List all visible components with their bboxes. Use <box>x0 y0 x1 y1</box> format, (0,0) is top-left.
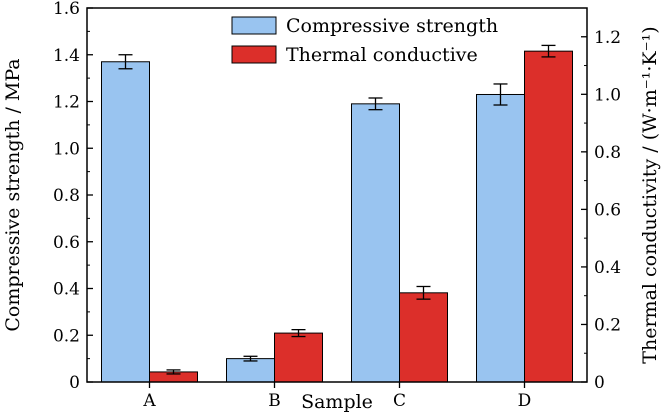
y-left-tick-label-0.4: 0.4 <box>53 280 80 300</box>
bar-thermal-B <box>274 332 323 383</box>
y-right-tick-label-1.0: 1.0 <box>594 85 621 105</box>
bar-compressive-C <box>351 103 400 383</box>
y-right-tick-label-0.8: 0.8 <box>594 143 621 163</box>
y-left-tick-label-1.6: 1.6 <box>53 0 80 19</box>
y-right-tick-label-0.4: 0.4 <box>594 258 621 278</box>
x-tick-label-B: B <box>268 391 281 411</box>
y-right-tick-label-0.6: 0.6 <box>594 200 621 220</box>
bar-thermal-D <box>524 50 573 383</box>
y-right-tick-label-0: 0 <box>594 373 605 393</box>
y-axis-right-label: Thermal conductivity / (W·m⁻¹·K⁻¹) <box>639 26 661 363</box>
bars-layer <box>101 50 573 383</box>
x-tick-label-D: D <box>518 391 532 411</box>
legend: Compressive strength Thermal conductive <box>231 15 498 66</box>
y-right-tick-label-1.2: 1.2 <box>594 28 621 48</box>
x-tick-label-A: A <box>142 391 156 411</box>
y-left-tick-label-0.8: 0.8 <box>53 186 80 206</box>
x-tick-label-C: C <box>393 391 406 411</box>
y-axis-left-label: Compressive strength / MPa <box>2 58 24 331</box>
y-left-tick-label-0.6: 0.6 <box>53 233 80 253</box>
y-left-tick-label-0: 0 <box>69 373 80 393</box>
error-bars-layer <box>118 44 556 375</box>
y-right-tick-label-0.2: 0.2 <box>594 315 621 335</box>
y-left-tick-label-1.2: 1.2 <box>53 93 80 113</box>
bar-thermal-C <box>399 292 448 383</box>
y-left-tick-label-1.4: 1.4 <box>53 46 80 66</box>
bar-compressive-B <box>226 358 275 383</box>
ticks-layer: 0 0.2 0.4 0.6 0.8 1.0 1.2 1.4 1.6 0 0.2 0.4 0.6 0.8 1.… <box>53 0 621 411</box>
y-left-tick-label-0.2: 0.2 <box>53 326 80 346</box>
legend-label-thermal-conductive: Thermal conductive <box>286 44 478 66</box>
x-axis-label: Sample <box>301 391 373 413</box>
legend-swatch-thermal-conductive <box>231 45 277 64</box>
bar-compressive-D <box>476 93 525 383</box>
legend-label-compressive-strength: Compressive strength <box>286 15 498 37</box>
y-left-tick-label-1.0: 1.0 <box>53 139 80 159</box>
bar-compressive-A <box>101 61 150 383</box>
legend-swatch-compressive-strength <box>231 16 277 35</box>
